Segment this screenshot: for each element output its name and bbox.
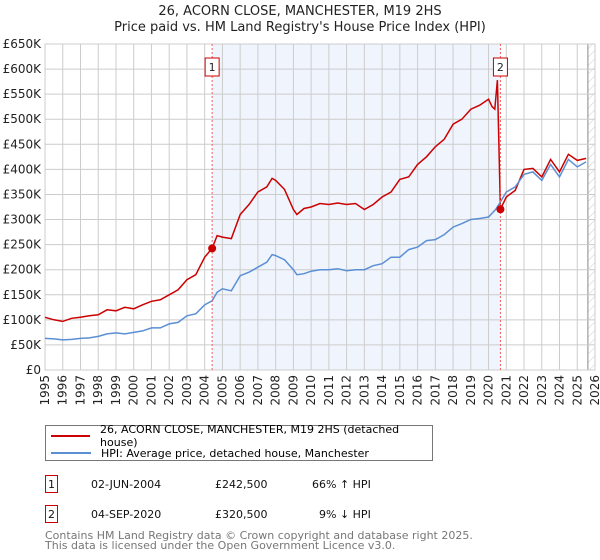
sale-label: 1 bbox=[209, 61, 216, 74]
x-tick-label: 2004 bbox=[198, 375, 212, 406]
x-tick-label: 2020 bbox=[482, 375, 496, 406]
x-tick-label: 2017 bbox=[428, 375, 442, 406]
y-tick-label: £450K bbox=[3, 137, 43, 151]
transaction-marker: 2 bbox=[45, 505, 58, 523]
x-tick-label: 1995 bbox=[38, 375, 52, 406]
y-tick-label: £600K bbox=[3, 62, 43, 76]
x-tick-label: 2021 bbox=[499, 375, 513, 406]
x-tick-label: 2022 bbox=[517, 375, 531, 406]
y-tick-label: £150K bbox=[3, 288, 43, 302]
transaction-date: 02-JUN-2004 bbox=[91, 478, 162, 491]
x-tick-label: 2026 bbox=[588, 375, 600, 406]
sale-label-box bbox=[204, 57, 220, 77]
y-tick-label: £250K bbox=[3, 238, 43, 252]
legend-item-property: 26, ACORN CLOSE, MANCHESTER, M19 2HS (de… bbox=[51, 423, 432, 449]
x-tick-label: 2018 bbox=[446, 375, 460, 406]
hpi-line bbox=[44, 158, 587, 341]
x-tick-label: 2014 bbox=[375, 375, 389, 406]
transaction-date: 04-SEP-2020 bbox=[91, 508, 162, 521]
transaction-price: £320,500 bbox=[215, 508, 268, 521]
transaction-hpi: 66% ↑ HPI bbox=[312, 478, 371, 491]
transaction-price: £242,500 bbox=[215, 478, 268, 491]
y-tick-label: £100K bbox=[3, 313, 43, 327]
x-tick-label: 2025 bbox=[570, 375, 584, 406]
y-tick-label: £200K bbox=[3, 263, 43, 277]
x-tick-label: 2013 bbox=[357, 375, 371, 406]
legend-label-hpi: HPI: Average price, detached house, Manc… bbox=[101, 446, 369, 460]
legend-swatch-red bbox=[51, 435, 91, 437]
x-tick-label: 2016 bbox=[411, 375, 425, 406]
y-tick-label: £0 bbox=[26, 363, 41, 377]
chart-subtitle: Price paid vs. HM Land Registry's House … bbox=[114, 20, 486, 35]
legend-item-hpi: HPI: Average price, detached house, Manc… bbox=[51, 445, 369, 461]
ownership-shading bbox=[212, 44, 501, 370]
footer-licence: This data is licensed under the Open Gov… bbox=[45, 539, 396, 552]
forecast-hatch bbox=[587, 44, 595, 370]
x-tick-label: 2001 bbox=[144, 375, 158, 406]
x-tick-label: 2005 bbox=[215, 375, 229, 406]
sale-point bbox=[496, 205, 505, 214]
legend: 26, ACORN CLOSE, MANCHESTER, M19 2HS (de… bbox=[45, 423, 433, 461]
y-tick-label: £500K bbox=[3, 112, 43, 126]
x-tick-label: 1997 bbox=[73, 375, 87, 406]
x-tick-label: 2008 bbox=[269, 375, 283, 406]
x-tick-label: 2002 bbox=[162, 375, 176, 406]
footer-copyright: Contains HM Land Registry data © Crown c… bbox=[45, 529, 473, 542]
x-tick-label: 2015 bbox=[393, 375, 407, 406]
x-tick-label: 2000 bbox=[127, 375, 141, 406]
property-price-line bbox=[44, 80, 587, 323]
price-chart: 1 2 £0 £50K £100K £150K £200K £250K £300K £350K £4… bbox=[3, 37, 600, 406]
x-tick-label: 1999 bbox=[109, 375, 123, 406]
sale-point bbox=[208, 244, 217, 253]
y-tick-label: £400K bbox=[3, 162, 43, 176]
sale-label-box bbox=[492, 57, 508, 77]
sale-label: 2 bbox=[497, 61, 504, 74]
x-tick-label: 2012 bbox=[340, 375, 354, 406]
y-tick-label: £50K bbox=[10, 338, 42, 352]
transaction-marker: 1 bbox=[45, 475, 58, 493]
x-tick-label: 2023 bbox=[535, 375, 549, 406]
x-tick-label: 2019 bbox=[464, 375, 478, 406]
y-tick-label: £350K bbox=[3, 187, 43, 201]
x-tick-label: 2009 bbox=[286, 375, 300, 406]
x-tick-label: 2006 bbox=[233, 375, 247, 406]
y-tick-label: £650K bbox=[3, 37, 43, 51]
x-tick-label: 2007 bbox=[251, 375, 265, 406]
chart-title: 26, ACORN CLOSE, MANCHESTER, M19 2HS bbox=[158, 4, 442, 19]
legend-swatch-blue bbox=[51, 452, 91, 454]
x-tick-label: 2024 bbox=[553, 375, 567, 406]
legend-label-property: 26, ACORN CLOSE, MANCHESTER, M19 2HS (de… bbox=[100, 423, 400, 449]
x-tick-label: 2011 bbox=[322, 375, 336, 406]
y-tick-label: £300K bbox=[3, 213, 43, 227]
x-tick-label: 2003 bbox=[180, 375, 194, 406]
y-tick-label: £550K bbox=[3, 87, 43, 101]
x-tick-label: 1996 bbox=[56, 375, 70, 406]
x-tick-label: 1998 bbox=[91, 375, 105, 406]
transaction-hpi: 9% ↓ HPI bbox=[319, 508, 371, 521]
x-tick-label: 2010 bbox=[304, 375, 318, 406]
